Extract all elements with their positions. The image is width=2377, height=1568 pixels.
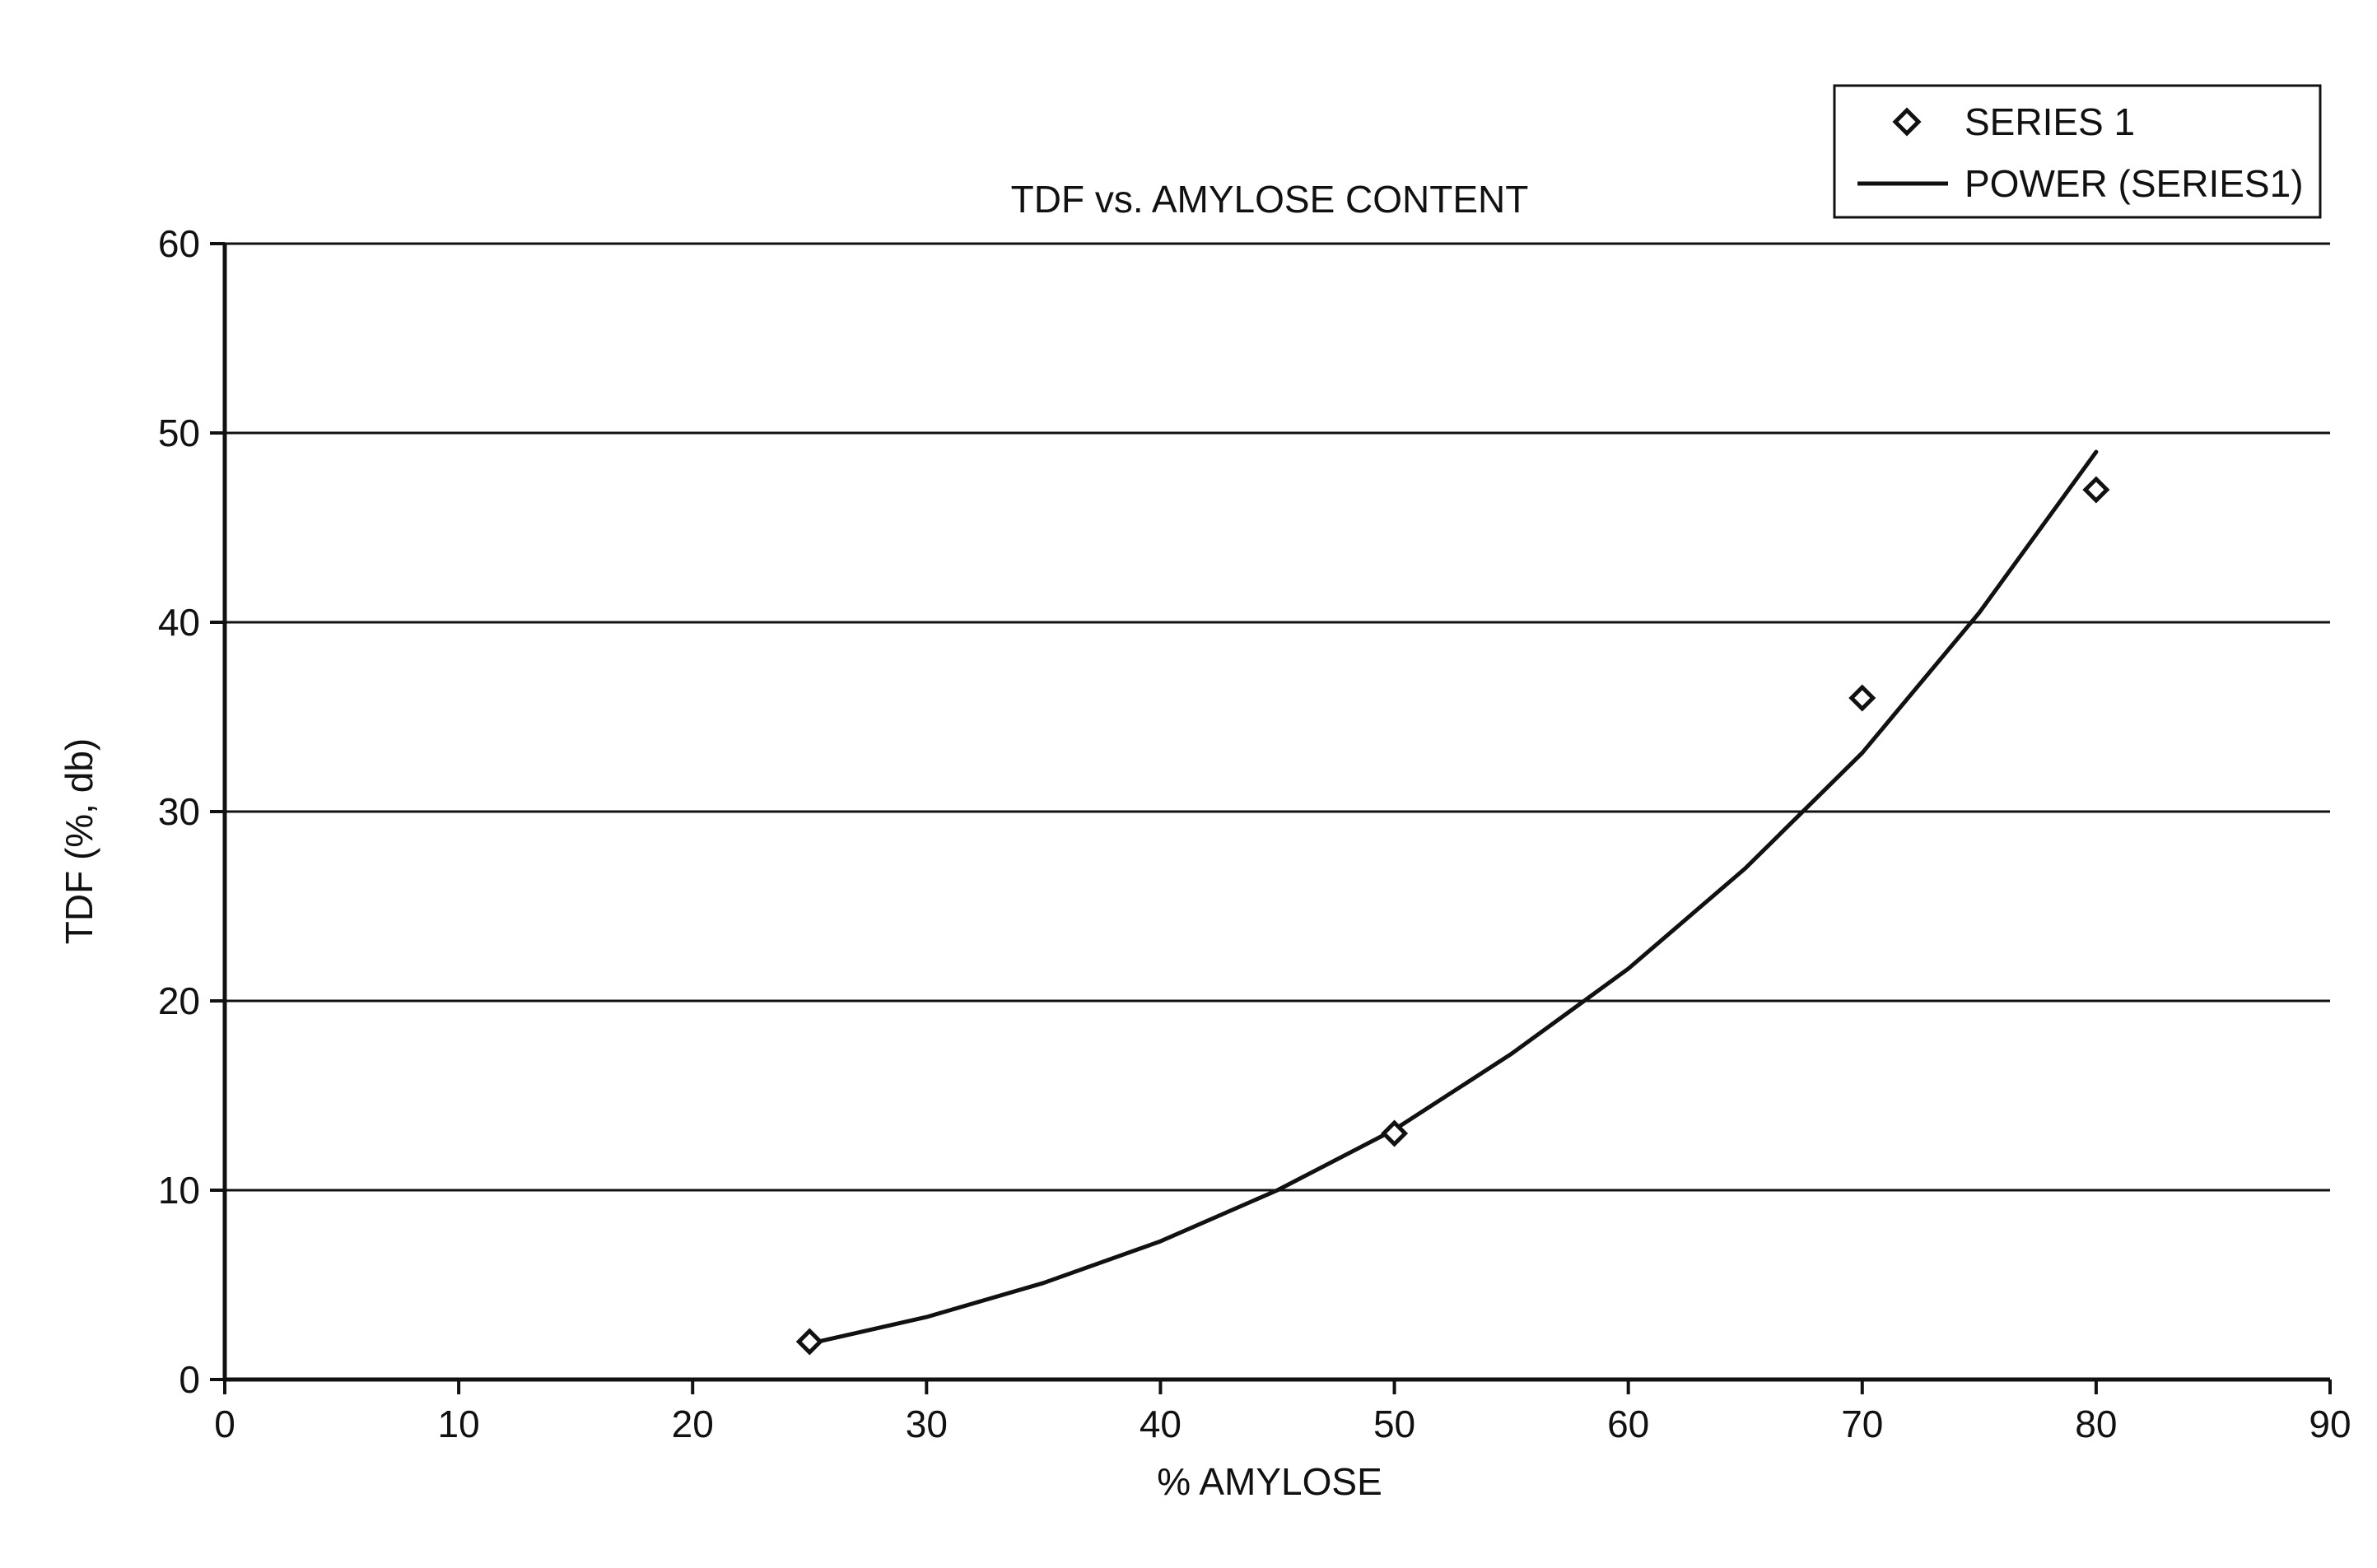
legend: SERIES 1 POWER (SERIES1)	[1834, 86, 2320, 217]
x-tick-label-0: 0	[214, 1403, 235, 1445]
data-point-diamond	[2086, 479, 2107, 500]
x-tick-label-60: 60	[1607, 1403, 1649, 1445]
gridlines	[225, 244, 2330, 1190]
y-tick-label-20: 20	[158, 979, 200, 1022]
x-tick-label-40: 40	[1140, 1403, 1182, 1445]
x-tick-label-80: 80	[2075, 1403, 2117, 1445]
y-tick-label-30: 30	[158, 790, 200, 833]
x-tick-label-10: 10	[438, 1403, 480, 1445]
x-tick-label-30: 30	[906, 1403, 948, 1445]
trendline-power-series1	[809, 452, 2096, 1343]
x-tick-labels: 0 10 20 30 40 50 60 70 80 90	[214, 1380, 2351, 1445]
x-axis-title: % AMYLOSE	[1157, 1460, 1382, 1503]
y-tick-label-10: 10	[158, 1169, 200, 1212]
x-tick-label-20: 20	[672, 1403, 714, 1445]
trendline-layer	[809, 452, 2096, 1343]
y-tick-label-40: 40	[158, 601, 200, 644]
data-point-diamond	[799, 1331, 820, 1352]
x-tick-label-70: 70	[1841, 1403, 1883, 1445]
y-tick-label-0: 0	[179, 1358, 200, 1401]
legend-label-series-1: SERIES 1	[1965, 100, 2135, 143]
legend-label-power-series1: POWER (SERIES1)	[1965, 162, 2304, 205]
scatter-points	[799, 479, 2107, 1352]
y-tick-labels: 0 10 20 30 40 50 60	[158, 222, 225, 1401]
y-tick-label-60: 60	[158, 222, 200, 265]
x-tick-label-50: 50	[1373, 1403, 1415, 1445]
x-tick-label-90: 90	[2309, 1403, 2351, 1445]
chart-title: TDF vs. AMYLOSE CONTENT	[1011, 178, 1529, 221]
data-point-diamond	[1852, 687, 1873, 709]
y-tick-label-50: 50	[158, 412, 200, 454]
y-axis-title: TDF (%, db)	[58, 738, 100, 944]
